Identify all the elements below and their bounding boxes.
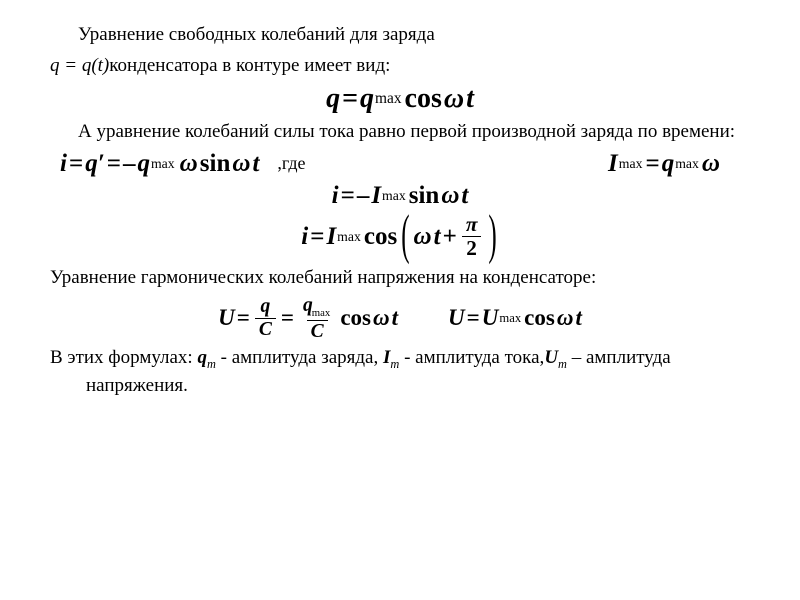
- para-1-line2: q = q(t)конденсатора в контуре имеет вид…: [50, 53, 750, 80]
- var-um: U: [544, 347, 558, 368]
- frac-qmax-C: qmax C: [299, 296, 335, 341]
- sym-t: t: [466, 83, 474, 115]
- label-gde: ,где: [277, 153, 305, 174]
- sym-eq: =: [645, 150, 659, 178]
- sym-eq: =: [467, 305, 480, 331]
- sub-max: max: [337, 229, 361, 245]
- sub-max: max: [382, 188, 406, 204]
- sym-eq: =: [310, 223, 324, 251]
- foot-qm-desc: - амплитуда заряда,: [216, 347, 383, 368]
- sym-eq: =: [237, 305, 250, 331]
- sym-omega: ω: [444, 83, 464, 115]
- formula-i-deriv: i = q′ = – qmax ω sin ωt: [60, 150, 259, 178]
- formula-imax: Imax = qmax ω: [608, 150, 720, 178]
- sym-i: i: [301, 223, 308, 251]
- sub-max: max: [312, 307, 331, 319]
- para-2: А уравнение колебаний силы тока равно пе…: [50, 119, 750, 146]
- sym-cos: cos: [524, 305, 555, 331]
- sym-plus: +: [443, 223, 457, 251]
- sym-omega: ω: [557, 305, 574, 331]
- page: Уравнение свободных колебаний для заряда…: [0, 0, 800, 600]
- formula-q-expr: q = qmax cos ωt: [326, 83, 474, 115]
- sym-qprime: q′: [85, 150, 105, 178]
- inline-q-eq-qt: q = q(t): [50, 55, 109, 76]
- den-C: C: [255, 318, 276, 340]
- var-im-sub: m: [390, 357, 399, 371]
- var-qm: q: [197, 347, 207, 368]
- sym-I: I: [608, 150, 618, 178]
- sym-t: t: [434, 223, 441, 251]
- sym-Im: I: [326, 223, 336, 251]
- sym-omega2: ω: [232, 150, 250, 178]
- sym-qm: q: [360, 83, 374, 115]
- var-qm-sub: m: [207, 357, 216, 371]
- left-paren: (: [401, 206, 409, 268]
- foot-im-desc: - амплитуда тока,: [399, 347, 544, 368]
- sym-i: i: [332, 182, 339, 210]
- right-paren: ): [488, 206, 496, 268]
- sym-t: t: [392, 305, 398, 331]
- para-1-line1: Уравнение свободных колебаний для заряда: [50, 22, 750, 49]
- sym-cos: cos: [364, 223, 397, 251]
- para-footnote: В этих формулах: qm - амплитуда заряда, …: [50, 345, 750, 398]
- sym-i: i: [60, 150, 67, 178]
- formula-q: q = qmax cos ωt: [50, 83, 750, 115]
- sym-sin: sin: [409, 182, 440, 210]
- frac-pi-2: π 2: [462, 214, 482, 260]
- sym-eq: =: [342, 83, 358, 115]
- sym-eq2: =: [107, 150, 121, 178]
- formula-i-cos: i = Imax cos ( ωt + π 2 ): [50, 214, 750, 260]
- sym-eq2: =: [281, 305, 294, 331]
- sym-omega: ω: [373, 305, 390, 331]
- sym-U: U: [448, 305, 465, 331]
- formula-U-row: U = q C = qmax C cos ωt U = Umax cos ωt: [50, 296, 750, 341]
- sym-U: U: [218, 305, 235, 331]
- sub-max2: max: [675, 156, 699, 172]
- sub-max: max: [151, 156, 175, 172]
- num-qmax: qmax: [299, 296, 335, 320]
- sym-minus: –: [123, 150, 136, 178]
- frac-den-2: 2: [462, 236, 481, 259]
- formula-i-cos-expr: i = Imax cos ( ωt + π 2 ): [301, 214, 499, 260]
- sym-omega: ω: [180, 150, 198, 178]
- sym-Um: U: [482, 305, 499, 331]
- foot-pre: В этих формулах:: [50, 347, 197, 368]
- formula-U-frac: U = q C = qmax C cos ωt: [218, 296, 398, 341]
- sym-t: t: [575, 305, 581, 331]
- sym-q: q: [662, 150, 675, 178]
- sub-max: max: [499, 311, 521, 326]
- sub-max: max: [375, 90, 402, 108]
- sym-t: t: [252, 150, 259, 178]
- sym-omega: ω: [414, 223, 432, 251]
- sym-sin: sin: [200, 150, 231, 178]
- sym-minus: –: [357, 182, 370, 210]
- sub-max: max: [619, 156, 643, 172]
- formula-i-sin: i = – Imax sin ωt: [50, 182, 750, 210]
- formula-i-deriv-row: i = q′ = – qmax ω sin ωt ,где Imax = qma…: [60, 150, 750, 178]
- formula-Umax: U = Umax cos ωt: [448, 305, 582, 331]
- sym-omega: ω: [702, 150, 720, 178]
- formula-i-sin-expr: i = – Imax sin ωt: [332, 182, 469, 210]
- sym-eq: =: [69, 150, 83, 178]
- sym-omega: ω: [441, 182, 459, 210]
- frac-q-C: q C: [255, 297, 276, 339]
- num-q: q: [257, 297, 275, 318]
- sym-Im: I: [371, 182, 381, 210]
- sym-qm: q: [137, 150, 150, 178]
- para-3: Уравнение гармонических колебаний напряж…: [50, 265, 750, 292]
- den-C2: C: [307, 320, 328, 342]
- sym-cos: cos: [405, 83, 442, 115]
- para-1-line2-text: конденсатора в контуре имеет вид:: [109, 55, 390, 76]
- frac-num-pi: π: [462, 214, 482, 236]
- sym-t: t: [461, 182, 468, 210]
- sym-q: q: [326, 83, 340, 115]
- sym-cos: cos: [340, 305, 371, 331]
- var-um-sub: m: [558, 357, 567, 371]
- sym-eq: =: [341, 182, 355, 210]
